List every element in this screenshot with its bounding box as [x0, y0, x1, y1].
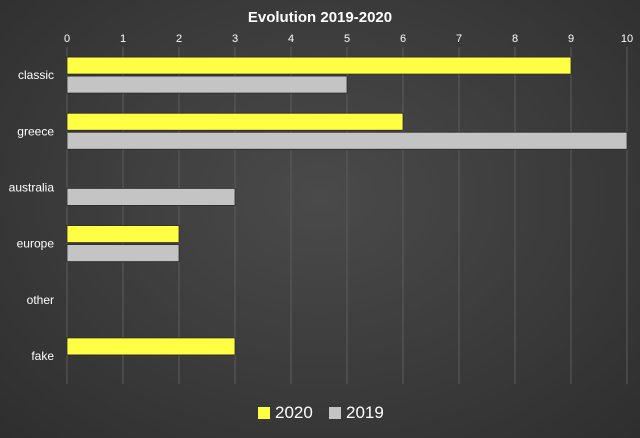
bar-2020-fake [66, 337, 236, 356]
x-tick-label: 3 [232, 33, 238, 45]
x-tick-label: 2 [176, 33, 182, 45]
x-tick-label: 9 [568, 33, 574, 45]
chart-title: Evolution 2019-2020 [248, 9, 392, 26]
bar-2020-classic [66, 56, 572, 75]
x-tick-label: 6 [400, 33, 406, 45]
bar-2019-greece [66, 131, 628, 150]
category-label: australia [9, 180, 55, 194]
bar-2020-europe [66, 225, 180, 243]
category-label: other [27, 293, 54, 307]
category-label: classic [18, 68, 54, 82]
legend-label-2020: 2020 [275, 403, 313, 422]
bar-2020-greece [66, 112, 404, 131]
bar-2019-australia [66, 188, 236, 206]
x-tick-label: 4 [288, 33, 294, 45]
bars [66, 56, 628, 356]
x-axis-ticks: 0 1 2 3 4 5 6 7 8 9 10 [64, 33, 633, 45]
bar-2019-europe [66, 244, 180, 262]
legend: 2020 2019 [258, 403, 384, 422]
category-label: fake [31, 349, 54, 363]
x-tick-label: 10 [621, 33, 633, 45]
x-tick-label: 1 [120, 33, 126, 45]
legend-swatch-2020 [258, 407, 270, 419]
legend-swatch-2019 [329, 407, 341, 419]
x-tick-label: 0 [64, 33, 70, 45]
category-label: greece [17, 124, 54, 138]
category-label: europe [17, 237, 55, 251]
category-labels: classic greece australia europe other fake [9, 68, 55, 363]
legend-label-2019: 2019 [346, 403, 384, 422]
x-tick-label: 7 [456, 33, 462, 45]
x-tick-label: 8 [512, 33, 518, 45]
bar-2019-classic [66, 75, 348, 94]
x-tick-label: 5 [344, 33, 350, 45]
gridlines [66, 47, 628, 384]
